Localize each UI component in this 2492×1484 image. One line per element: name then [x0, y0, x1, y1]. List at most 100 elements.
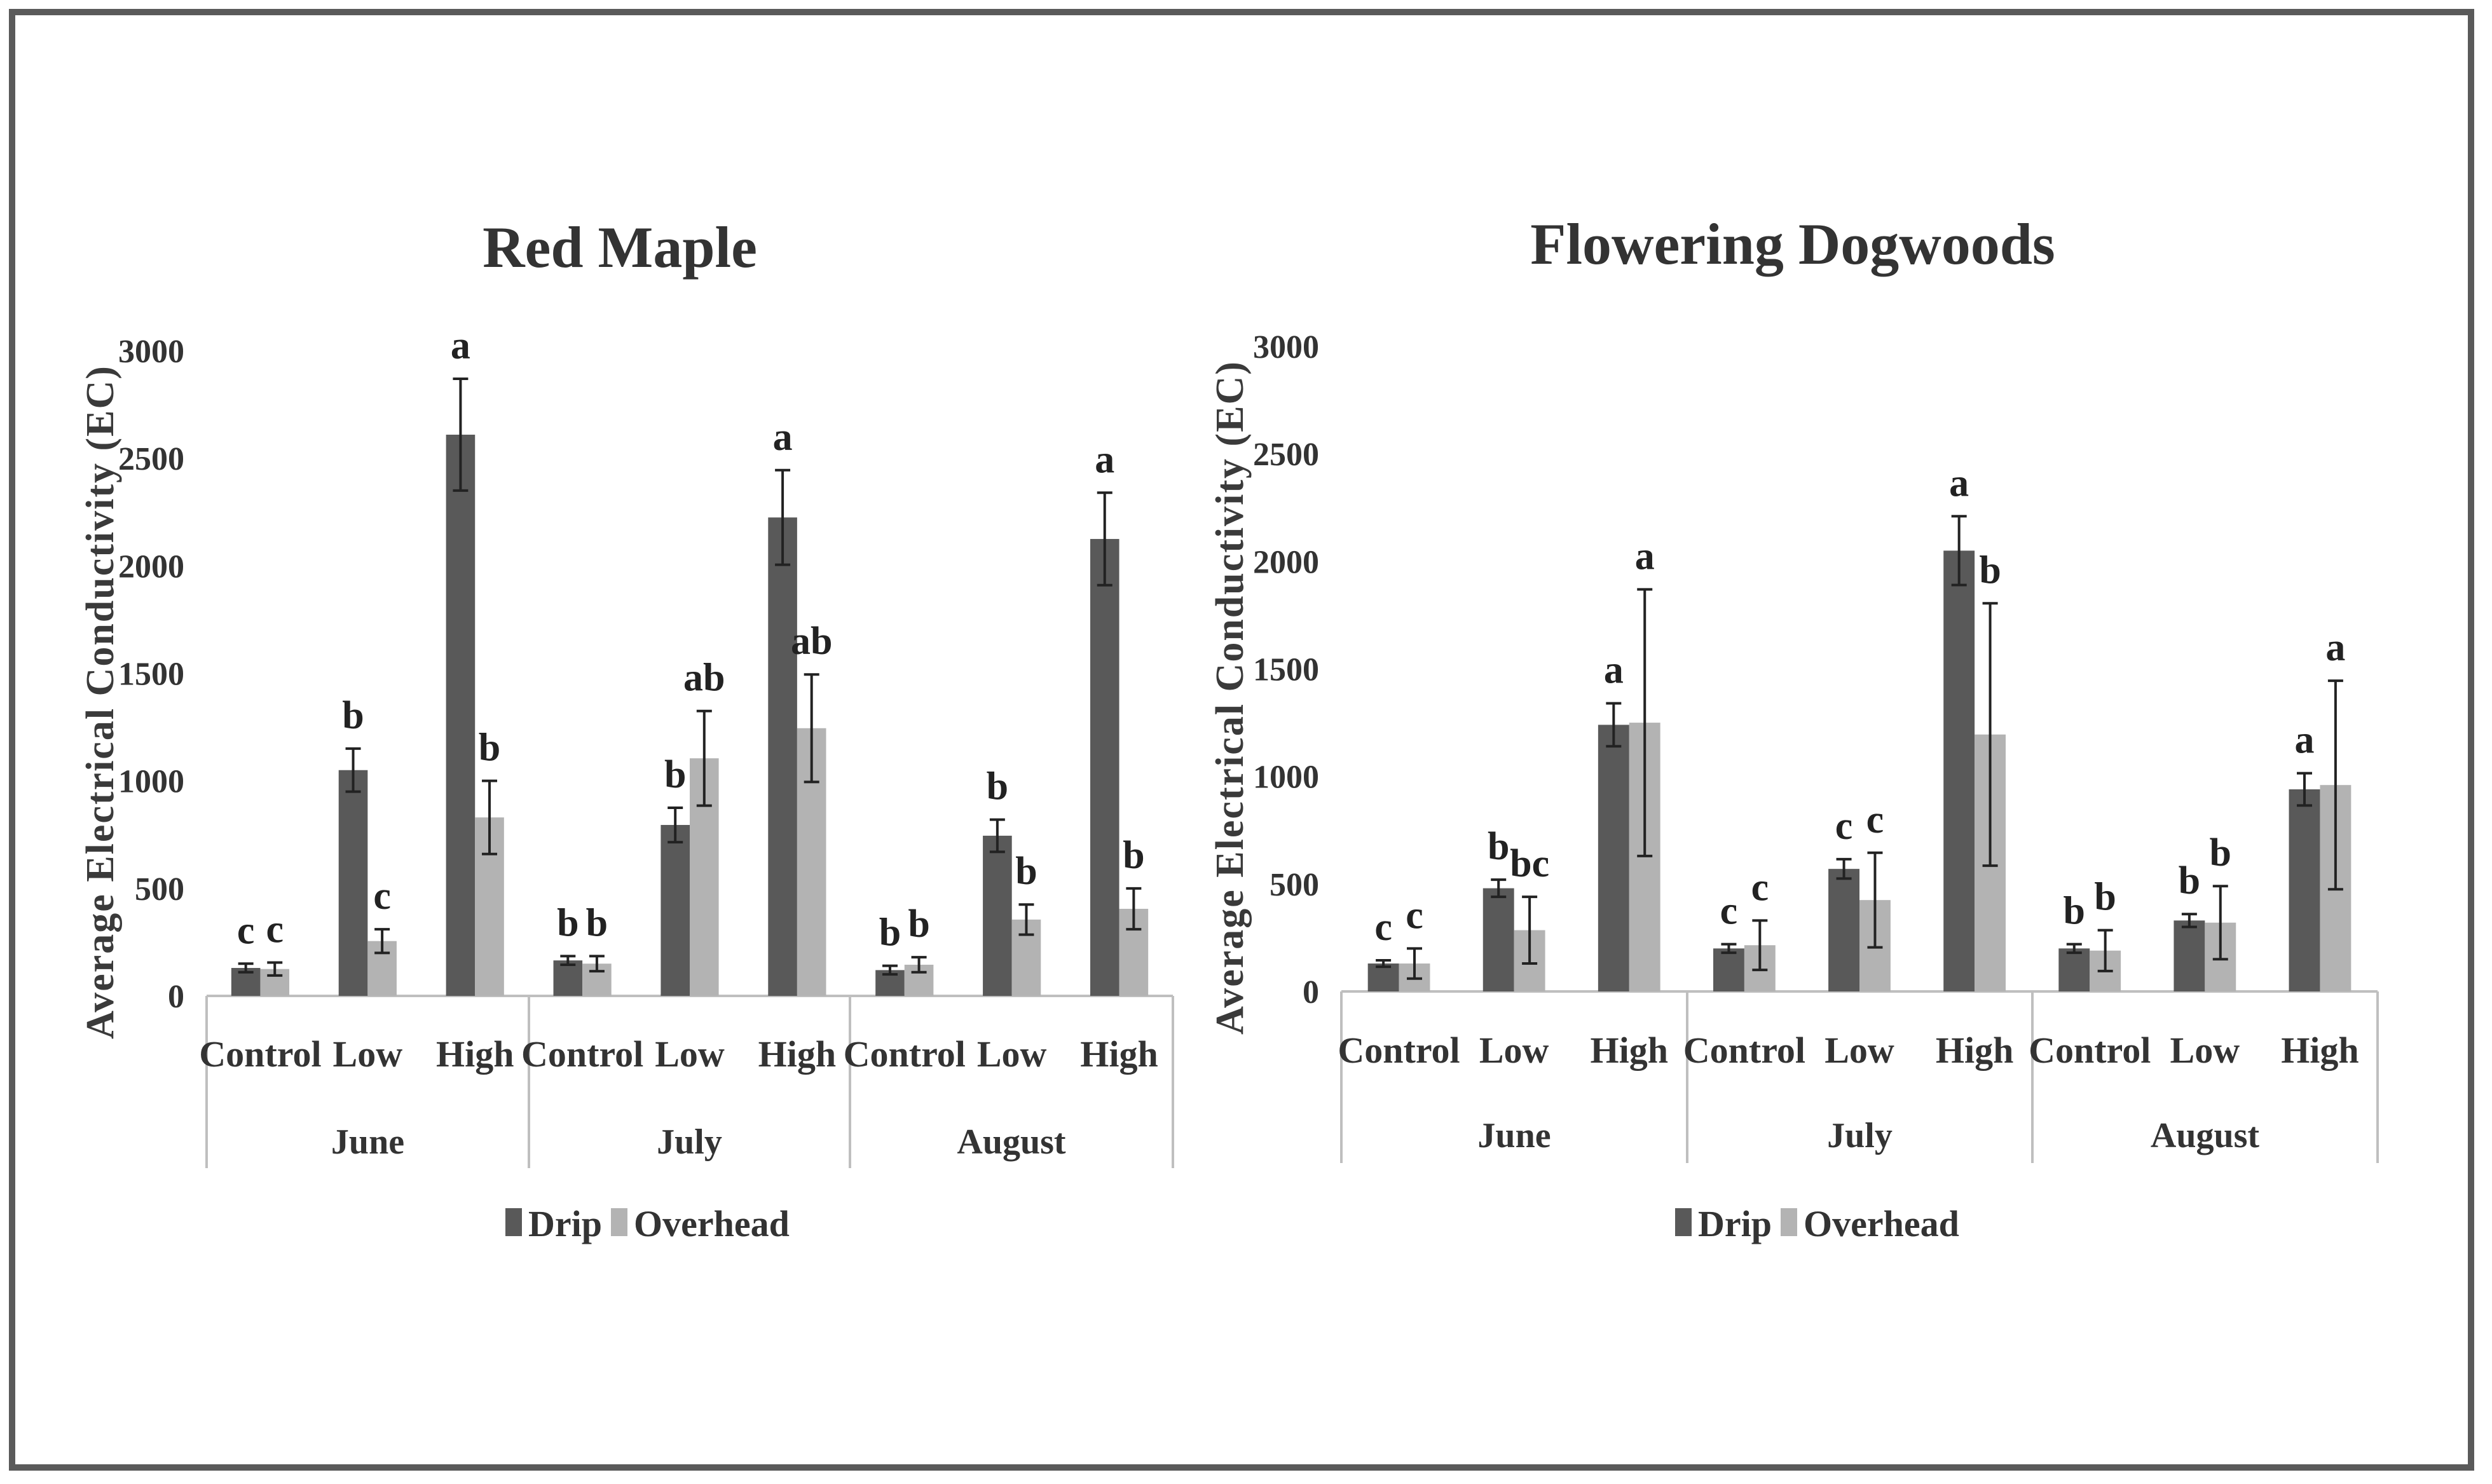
chart1-category-label: High — [436, 1033, 514, 1075]
chart1-bar-drip — [338, 770, 368, 996]
chart2-y-tick-label: 2000 — [1253, 544, 1319, 580]
chart1-significance-letter-overhead: c — [266, 908, 284, 951]
chart1-significance-letter-drip: b — [557, 901, 578, 944]
chart1-category-label: High — [758, 1033, 837, 1075]
chart1-bar-drip — [983, 835, 1012, 996]
chart2-group-label-august: August — [2151, 1116, 2260, 1155]
chart2-significance-letter-overhead: a — [1635, 534, 1655, 578]
chart2-y-tick-label: 500 — [1270, 867, 1319, 903]
chart2-significance-letter-drip: a — [1604, 649, 1624, 692]
chart2-y-tick-label: 1000 — [1253, 759, 1319, 796]
chart2-y-tick-label: 0 — [1303, 974, 1319, 1011]
chart1-significance-letter-drip: b — [987, 765, 1008, 808]
chart1-significance-letter-drip: b — [342, 694, 364, 737]
chart2-bar-drip — [2289, 789, 2320, 991]
chart1-significance-letter-overhead: c — [373, 875, 391, 918]
chart2-significance-letter-drip: a — [2294, 719, 2314, 762]
chart1-y-tick-label: 3000 — [118, 334, 184, 370]
figure-frame — [9, 9, 2474, 1471]
chart2-legend-label-overhead: Overhead — [1804, 1203, 1959, 1244]
chart1-bar-drip — [768, 517, 797, 996]
chart2-significance-letter-overhead: bc — [1510, 842, 1549, 885]
chart1-significance-letter-drip: a — [773, 416, 793, 459]
chart1-significance-letter-drip: a — [451, 324, 470, 367]
chart1-bar-drip — [1090, 539, 1119, 996]
chart2-significance-letter-drip: b — [2179, 859, 2200, 902]
chart1-category-label: High — [1080, 1033, 1158, 1075]
chart1-y-tick-label: 0 — [168, 979, 184, 1015]
chart1-y-tick-label: 500 — [135, 871, 184, 908]
chart1-group-label-july: July — [657, 1122, 722, 1162]
chart2-significance-letter-overhead: b — [2210, 831, 2231, 875]
chart2-bar-drip — [1943, 550, 1975, 991]
chart2-category-label: Low — [1824, 1030, 1894, 1071]
chart1-significance-letter-overhead: b — [479, 726, 500, 770]
chart1-legend-swatch-drip — [505, 1208, 522, 1236]
chart2-bar-drip — [2058, 948, 2090, 991]
chart1-category-label: Low — [655, 1033, 725, 1075]
chart2-significance-letter-overhead: b — [2094, 876, 2116, 919]
chart1-category-label: Low — [333, 1033, 403, 1075]
chart2-y-tick-label: 3000 — [1253, 329, 1319, 365]
chart2-y-tick-label: 2500 — [1253, 437, 1319, 473]
chart2-significance-letter-drip: b — [2064, 890, 2085, 933]
chart1-significance-letter-overhead: ab — [791, 620, 832, 663]
chart2-category-label: High — [1936, 1030, 2014, 1071]
chart2-legend-label-drip: Drip — [1698, 1203, 1772, 1244]
chart2-significance-letter-drip: a — [1949, 461, 1969, 505]
chart2-bar-drip — [2174, 920, 2205, 991]
chart2-significance-letter-overhead: c — [1406, 894, 1423, 937]
chart2-significance-letter-overhead: c — [1751, 866, 1769, 909]
chart2-y-tick-label: 1500 — [1253, 652, 1319, 688]
chart2-bar-drip — [1713, 948, 1744, 991]
chart1-category-label: Control — [844, 1033, 966, 1075]
chart2-bar-drip — [1482, 888, 1514, 991]
chart2-title: Flowering Dogwoods — [1530, 212, 2055, 276]
chart2-category-label: Low — [1479, 1030, 1549, 1071]
chart1-bar-drip — [553, 960, 583, 996]
chart1-y-tick-label: 1000 — [118, 764, 184, 800]
chart2-significance-letter-drip: b — [1488, 825, 1509, 868]
chart1-significance-letter-drip: a — [1095, 438, 1114, 481]
chart2-significance-letter-overhead: c — [1866, 798, 1884, 841]
chart2-group-label-july: July — [1827, 1116, 1893, 1155]
chart1-significance-letter-overhead: ab — [683, 657, 725, 700]
chart2-significance-letter-overhead: b — [1979, 548, 2001, 592]
chart2-category-label: Control — [1338, 1030, 1460, 1071]
chart2-category-label: Control — [2029, 1030, 2151, 1071]
chart1-significance-letter-drip: b — [879, 911, 901, 955]
chart1-y-axis-label: Average Electrical Conductivity (EC) — [79, 365, 122, 1039]
chart2-bar-drip — [1828, 869, 1859, 991]
chart2-legend-swatch-overhead — [1781, 1208, 1797, 1236]
chart1-significance-letter-overhead: b — [908, 902, 929, 946]
chart1-title: Red Maple — [483, 215, 757, 280]
chart1-significance-letter-overhead: b — [586, 901, 608, 944]
chart1-significance-letter-drip: c — [237, 909, 255, 952]
chart2-significance-letter-overhead: a — [2325, 626, 2345, 669]
chart1-y-tick-label: 2500 — [118, 441, 184, 477]
chart2-significance-letter-drip: c — [1835, 805, 1853, 848]
chart1-significance-letter-drip: b — [664, 753, 686, 796]
chart2-bar-drip — [1598, 725, 1629, 991]
chart1-category-label: Low — [977, 1033, 1047, 1075]
chart1-legend-label-overhead: Overhead — [634, 1203, 790, 1244]
chart2-significance-letter-drip: c — [1374, 906, 1392, 949]
chart2-category-label: High — [1591, 1030, 1669, 1071]
chart2-category-label: High — [2281, 1030, 2359, 1071]
chart1-bar-drip — [661, 825, 690, 996]
chart1-legend-label-drip: Drip — [528, 1203, 602, 1244]
chart2-significance-letter-drip: c — [1720, 890, 1738, 933]
chart2-category-label: Low — [2170, 1030, 2240, 1071]
chart1-legend-swatch-overhead — [611, 1208, 627, 1236]
chart1-y-tick-label: 1500 — [118, 657, 184, 693]
chart2-group-label-june: June — [1477, 1116, 1551, 1155]
chart1-group-label-june: June — [331, 1122, 404, 1162]
chart1-significance-letter-overhead: b — [1123, 834, 1144, 877]
chart1-significance-letter-overhead: b — [1015, 850, 1037, 893]
chart1-y-tick-label: 2000 — [118, 548, 184, 585]
chart2-bar-drip — [1367, 963, 1399, 991]
chart1-bar-drip — [446, 434, 476, 996]
chart2-category-label: Control — [1683, 1030, 1805, 1071]
chart2-legend-swatch-drip — [1675, 1208, 1692, 1236]
